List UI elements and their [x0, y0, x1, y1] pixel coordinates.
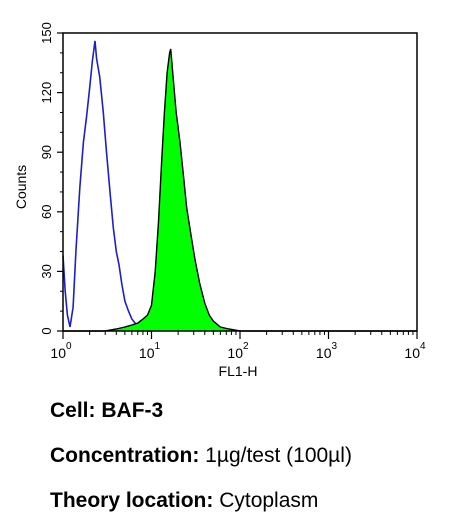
series-1-area: [63, 48, 417, 332]
y-tick-label: 60: [39, 205, 54, 219]
series-1-outline: [63, 48, 417, 332]
cell-label: Cell:: [50, 399, 96, 422]
histogram-chart: 10 0 10 1 10 2 10 3 10 4 0 30 60 90 120 150 FL1-H Counts: [13, 22, 426, 379]
y-tick-label: 150: [39, 22, 54, 44]
x-tick-exponent: 2: [243, 341, 249, 352]
x-tick-label: 10: [404, 345, 420, 361]
y-tick-label: 30: [39, 264, 54, 278]
x-tick-label: 10: [50, 345, 66, 361]
x-tick-exponent: 3: [332, 341, 338, 352]
location-info: Theory location: Cytoplasm: [50, 489, 318, 513]
location-value: Cytoplasm: [219, 489, 319, 512]
concentration-value: 1µg/test (100µl): [205, 444, 352, 467]
y-axis-label: Counts: [13, 165, 29, 209]
concentration-label: Concentration:: [50, 444, 200, 467]
cell-info: Cell: BAF-3: [50, 399, 163, 423]
x-tick-label: 10: [316, 345, 332, 361]
concentration-info: Concentration: 1µg/test (100µl): [50, 444, 352, 468]
y-tick-label: 90: [39, 145, 54, 159]
x-tick-label: 10: [139, 345, 155, 361]
x-axis-label: FL1-H: [219, 363, 258, 379]
y-tick-label: 120: [39, 82, 54, 104]
x-tick-exponent: 4: [420, 341, 426, 352]
cell-value: BAF-3: [101, 399, 164, 422]
location-label: Theory location:: [50, 489, 214, 512]
series-0-line: [62, 40, 152, 332]
plot-frame: [62, 32, 418, 332]
x-tick-exponent: 1: [155, 341, 161, 352]
x-tick-exponent: 0: [66, 341, 72, 352]
y-tick-label: 0: [39, 327, 54, 334]
x-tick-label: 10: [227, 345, 243, 361]
